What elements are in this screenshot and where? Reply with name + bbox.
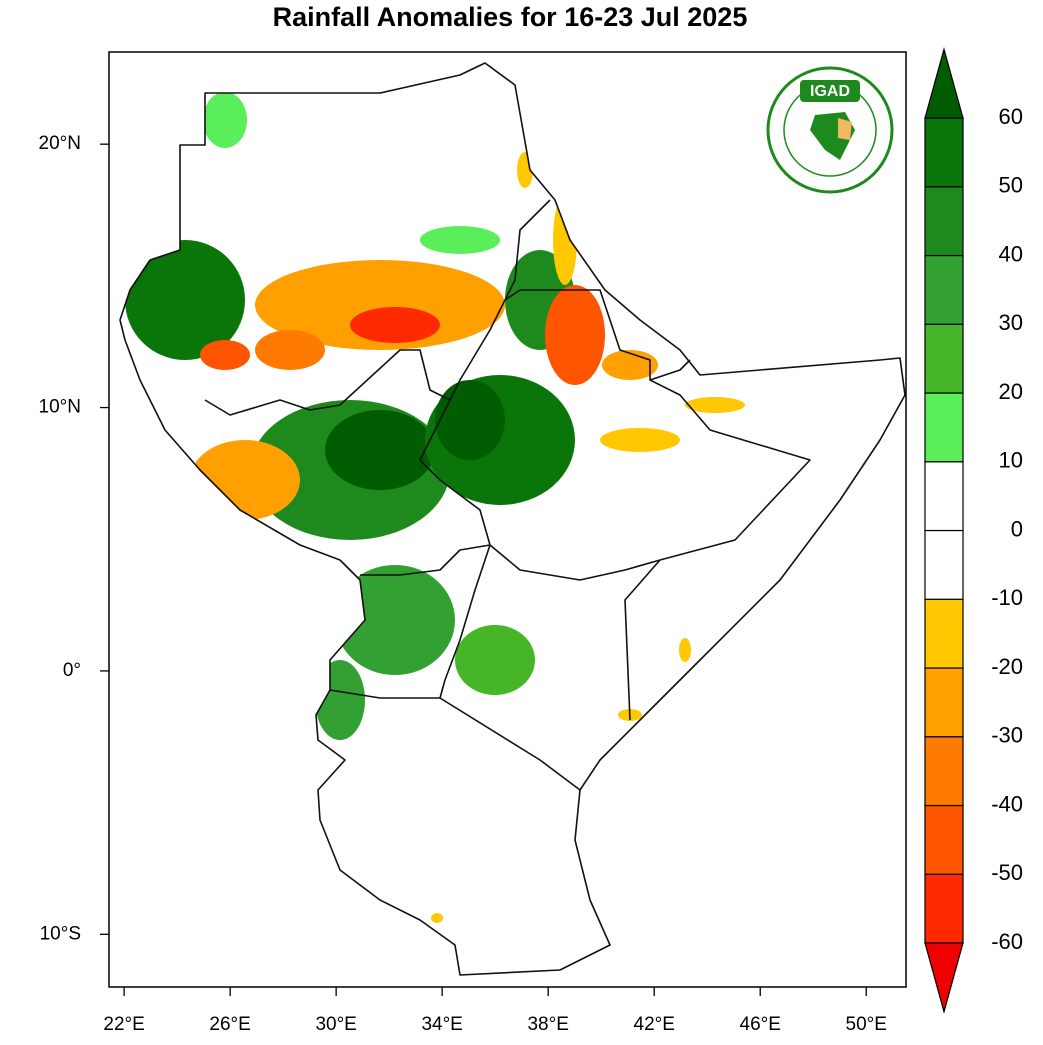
- y-tick-label: 10°N: [39, 397, 81, 418]
- colorbar-label: 20: [999, 379, 1023, 404]
- colorbar-segment: [924, 117, 964, 188]
- anomaly-area: [420, 226, 500, 254]
- colorbar-label: -50: [991, 860, 1023, 885]
- anomaly-area: [350, 307, 440, 343]
- colorbar-segment: [924, 323, 964, 394]
- anomaly-area: [685, 397, 745, 413]
- colorbar-segment: [924, 392, 964, 463]
- colorbar-extend-top: [924, 46, 964, 119]
- anomaly-area: [125, 240, 245, 360]
- x-tick-label: 46°E: [740, 1014, 781, 1035]
- colorbar-segment: [924, 736, 964, 807]
- anomaly-area: [203, 92, 247, 148]
- anomaly-area: [325, 410, 435, 490]
- anomaly-area: [255, 330, 325, 370]
- colorbar-label: 60: [999, 104, 1023, 129]
- country-border: [204, 199, 551, 416]
- colorbar-segment: [924, 461, 964, 532]
- country-border: [624, 559, 661, 721]
- colorbar-segment: [924, 186, 964, 257]
- anomaly-area: [200, 340, 250, 370]
- anomaly-area: [600, 428, 680, 452]
- colorbar-segment: [924, 529, 964, 600]
- axes: 22°E 26°E 30°E 34°E 38°E 42°E 46°E 50°E 20°N 10°N…: [39, 133, 887, 1035]
- anomaly-area: [679, 638, 691, 662]
- y-tick-label: 0°: [63, 660, 81, 681]
- colorbar-label: 30: [999, 310, 1023, 335]
- colorbar-segment: [924, 873, 964, 944]
- logo-badge: [800, 80, 860, 102]
- map-frame: [108, 51, 907, 988]
- colorbar: -60 -50 -40 -30 -20 -10 0 10 20 30 40 50 60: [924, 46, 1023, 1015]
- country-border: [649, 359, 691, 381]
- colorbar-label: -60: [991, 929, 1023, 954]
- x-tick-label: 26°E: [209, 1014, 250, 1035]
- x-tick-label: 30°E: [315, 1014, 356, 1035]
- anomaly-field: [125, 92, 745, 923]
- colorbar-segment: [924, 598, 964, 669]
- anomaly-area: [431, 913, 443, 923]
- x-tick-label: 38°E: [527, 1014, 568, 1035]
- colorbar-label: -20: [991, 654, 1023, 679]
- x-tick-label: 50°E: [846, 1014, 887, 1035]
- logo: IGAD: [766, 66, 894, 194]
- anomaly-area: [382, 695, 438, 745]
- colorbar-label: 10: [999, 448, 1023, 473]
- colorbar-label: -30: [991, 723, 1023, 748]
- colorbar-label: 40: [999, 241, 1023, 266]
- anomaly-area: [435, 380, 505, 460]
- logo-map-region: [838, 118, 852, 140]
- colorbar-label: 0: [1011, 516, 1023, 541]
- x-tick-label: 34°E: [421, 1014, 462, 1035]
- anomaly-area: [255, 260, 505, 350]
- country-border: [439, 697, 581, 791]
- anomaly-area: [335, 565, 455, 675]
- colorbar-label: 50: [999, 173, 1023, 198]
- map-title: Rainfall Anomalies for 16-23 Jul 2025: [273, 2, 748, 32]
- y-tick-label: 10°S: [40, 923, 81, 944]
- colorbar-extend-bottom: [924, 942, 964, 1015]
- anomaly-area: [545, 285, 605, 385]
- country-border: [419, 289, 811, 581]
- country-border: [329, 544, 491, 699]
- logo-text: IGAD: [810, 83, 850, 100]
- colorbar-label: -40: [991, 791, 1023, 816]
- anomaly-area: [455, 625, 535, 695]
- x-tick-label: 42°E: [634, 1014, 675, 1035]
- y-tick-label: 20°N: [39, 133, 81, 154]
- country-border: [360, 544, 491, 576]
- colorbar-segment: [924, 667, 964, 738]
- colorbar-label: -10: [991, 585, 1023, 610]
- x-tick-label: 22°E: [103, 1014, 144, 1035]
- colorbar-segment: [924, 804, 964, 875]
- colorbar-segment: [924, 254, 964, 325]
